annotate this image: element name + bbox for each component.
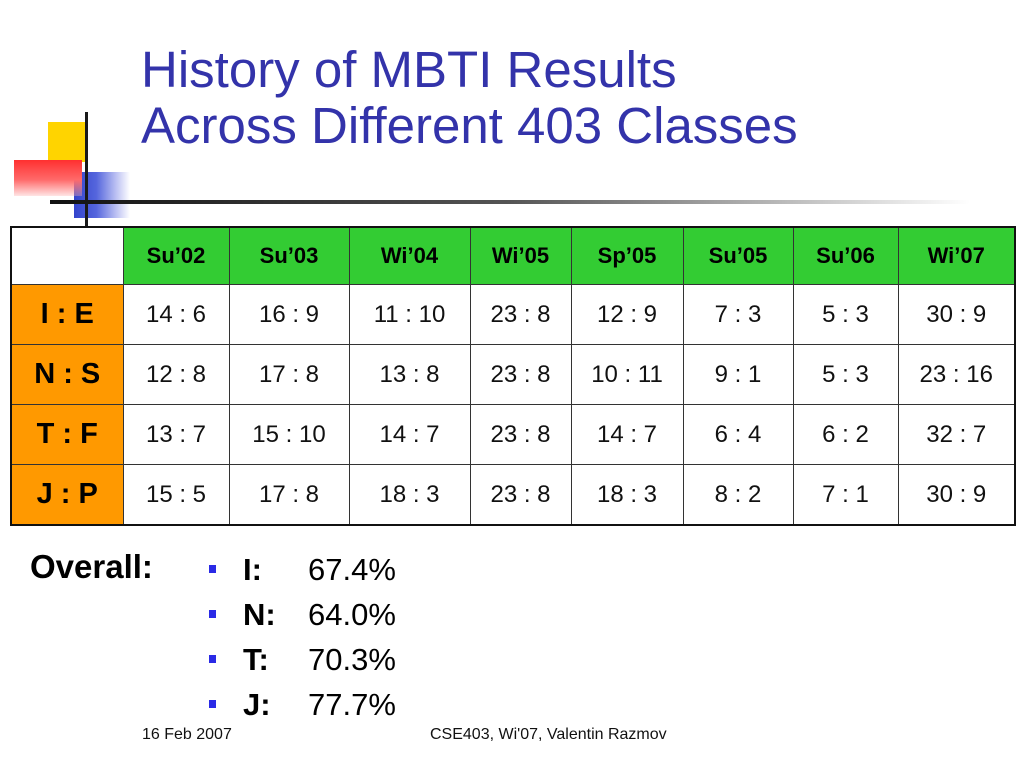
bullet-square-icon xyxy=(209,700,216,708)
table-cell: 6 : 2 xyxy=(792,404,899,465)
column-header: Sp’05 xyxy=(570,226,684,285)
blue-square xyxy=(74,172,130,218)
table-cell: 17 : 8 xyxy=(228,464,350,526)
overall-label: Overall: xyxy=(30,548,153,585)
footer-course-info: CSE403, Wi'07, Valentin Razmov xyxy=(430,726,667,743)
title-underline-rule xyxy=(50,200,970,204)
table-cell: 7 : 3 xyxy=(682,284,794,345)
table-corner-cell xyxy=(10,226,124,285)
column-header: Su’03 xyxy=(228,226,350,285)
table-cell: 23 : 16 xyxy=(897,344,1016,405)
decorative-corner-graphic xyxy=(0,0,150,240)
table-row: N : S 12 : 8 17 : 8 13 : 8 23 : 8 10 : 1… xyxy=(10,344,1016,405)
mbti-results-table: Su’02 Su’03 Wi’04 Wi’05 Sp’05 Su’05 Su’0… xyxy=(10,226,1016,526)
row-header: N : S xyxy=(10,344,124,405)
column-header: Wi’07 xyxy=(897,226,1016,285)
table-cell: 9 : 1 xyxy=(682,344,794,405)
footer-date: 16 Feb 2007 xyxy=(142,726,232,743)
table-cell: 12 : 9 xyxy=(570,284,684,345)
row-header: I : E xyxy=(10,284,124,345)
overall-item-letter: N: xyxy=(243,597,276,632)
table-cell: 11 : 10 xyxy=(348,284,471,345)
table-cell: 14 : 7 xyxy=(570,404,684,465)
table-header-row: Su’02 Su’03 Wi’04 Wi’05 Sp’05 Su’05 Su’0… xyxy=(10,226,1016,285)
table-cell: 23 : 8 xyxy=(469,284,572,345)
table-cell: 23 : 8 xyxy=(469,404,572,465)
table-cell: 14 : 6 xyxy=(122,284,230,345)
table-cell: 18 : 3 xyxy=(348,464,471,526)
table-cell: 13 : 7 xyxy=(122,404,230,465)
table-cell: 6 : 4 xyxy=(682,404,794,465)
overall-item-letter: I: xyxy=(243,552,262,587)
slide-title: History of MBTI Results Across Different… xyxy=(141,42,1001,154)
column-header: Su’02 xyxy=(122,226,230,285)
table-cell: 23 : 8 xyxy=(469,344,572,405)
table-cell: 14 : 7 xyxy=(348,404,471,465)
row-header: J : P xyxy=(10,464,124,526)
table-cell: 5 : 3 xyxy=(792,344,899,405)
row-header: T : F xyxy=(10,404,124,465)
table-cell: 15 : 5 xyxy=(122,464,230,526)
overall-item-letter: J: xyxy=(243,687,271,722)
table-cell: 10 : 11 xyxy=(570,344,684,405)
column-header: Su’06 xyxy=(792,226,899,285)
column-header: Su’05 xyxy=(682,226,794,285)
table-row: T : F 13 : 7 15 : 10 14 : 7 23 : 8 14 : … xyxy=(10,404,1016,465)
table-cell: 8 : 2 xyxy=(682,464,794,526)
red-square xyxy=(14,160,82,196)
table-cell: 17 : 8 xyxy=(228,344,350,405)
column-header: Wi’05 xyxy=(469,226,572,285)
bullet-square-icon xyxy=(209,655,216,663)
bullet-square-icon xyxy=(209,610,216,618)
overall-item-value: 64.0% xyxy=(308,597,396,632)
table-cell: 5 : 3 xyxy=(792,284,899,345)
overall-item-value: 67.4% xyxy=(308,552,396,587)
table-cell: 32 : 7 xyxy=(897,404,1016,465)
table-row: J : P 15 : 5 17 : 8 18 : 3 23 : 8 18 : 3… xyxy=(10,464,1016,526)
column-header: Wi’04 xyxy=(348,226,471,285)
table-cell: 13 : 8 xyxy=(348,344,471,405)
bullet-square-icon xyxy=(209,565,216,573)
table-row: I : E 14 : 6 16 : 9 11 : 10 23 : 8 12 : … xyxy=(10,284,1016,345)
table-cell: 30 : 9 xyxy=(897,464,1016,526)
table-cell: 23 : 8 xyxy=(469,464,572,526)
overall-item-value: 70.3% xyxy=(308,642,396,677)
table-cell: 30 : 9 xyxy=(897,284,1016,345)
table-cell: 18 : 3 xyxy=(570,464,684,526)
vertical-rule xyxy=(85,112,88,228)
table-cell: 12 : 8 xyxy=(122,344,230,405)
table-cell: 16 : 9 xyxy=(228,284,350,345)
table-cell: 15 : 10 xyxy=(228,404,350,465)
yellow-square xyxy=(48,122,88,162)
table-cell: 7 : 1 xyxy=(792,464,899,526)
slide-title-line-2: Across Different 403 Classes xyxy=(141,97,798,154)
overall-item-letter: T: xyxy=(243,642,269,677)
overall-item-value: 77.7% xyxy=(308,687,396,722)
slide-title-line-1: History of MBTI Results xyxy=(141,41,677,98)
